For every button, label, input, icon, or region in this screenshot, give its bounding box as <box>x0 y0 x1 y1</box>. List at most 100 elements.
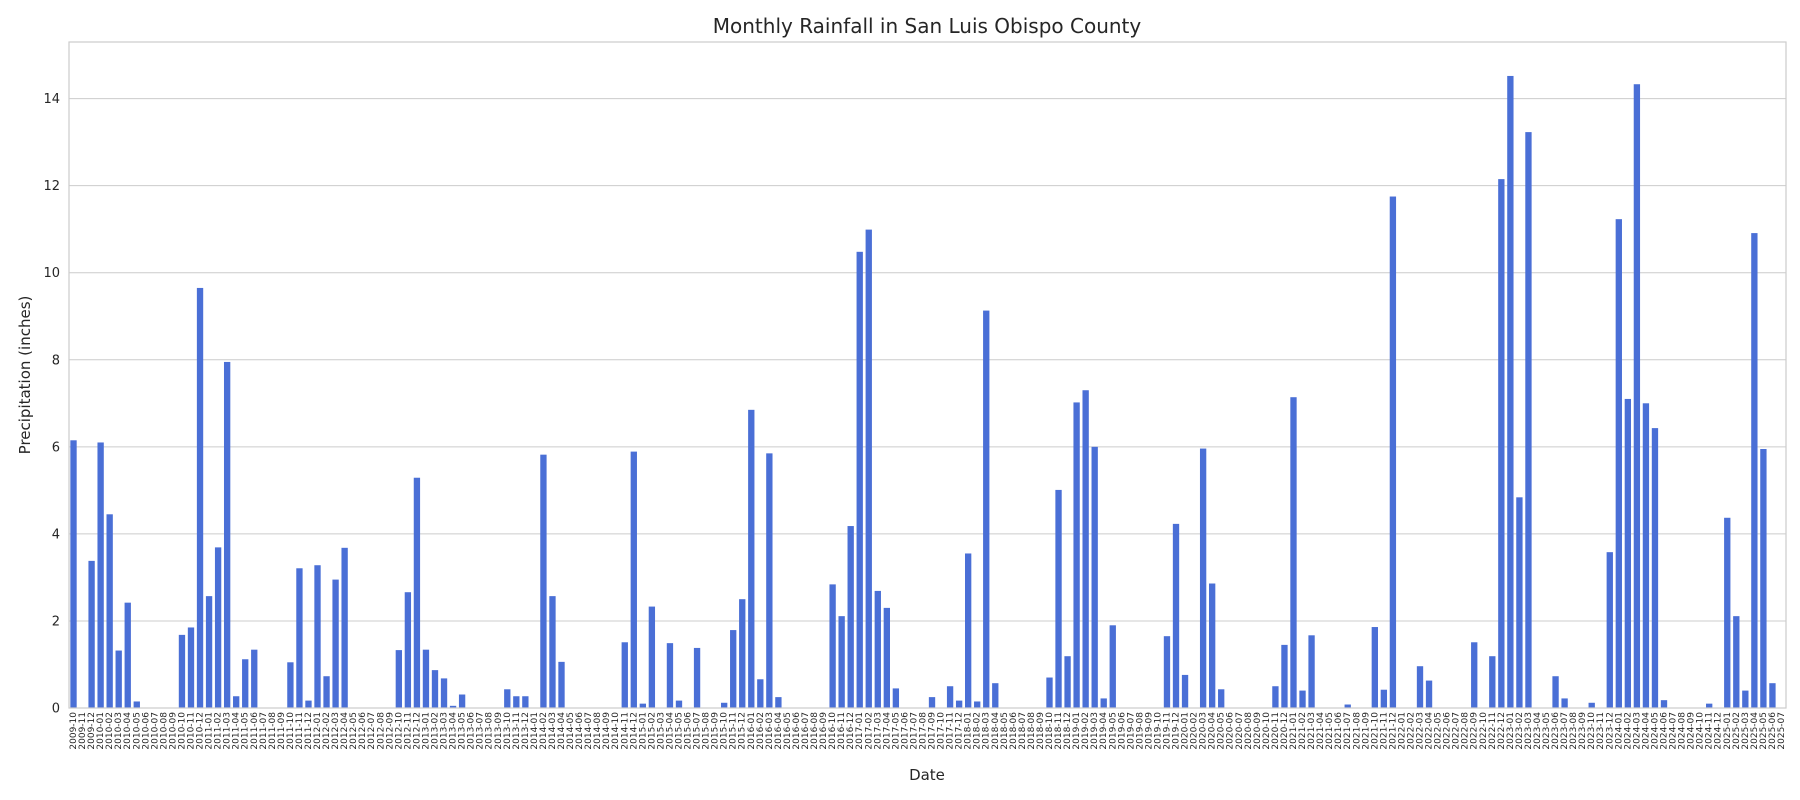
x-tick-label: 2019-11 <box>1162 712 1172 750</box>
x-tick-label: 2013-12 <box>521 712 531 750</box>
bar-2018-01 <box>965 553 972 708</box>
x-tick-label: 2017-12 <box>955 712 965 750</box>
x-tick-label: 2009-10 <box>69 712 79 750</box>
x-tick-label: 2020-04 <box>1208 712 1218 750</box>
bar-2018-12 <box>1064 656 1071 708</box>
x-tick-label: 2021-05 <box>1325 712 1335 750</box>
x-tick-label: 2025-04 <box>1750 712 1760 750</box>
x-tick-label: 2024-06 <box>1660 712 1670 750</box>
x-tick-label: 2018-10 <box>1045 712 1055 750</box>
y-tick-label: 4 <box>52 527 60 542</box>
bar-2015-05 <box>675 700 683 708</box>
x-tick-label: 2022-11 <box>1488 712 1498 750</box>
bar-2017-01 <box>856 251 863 708</box>
bar-2021-03 <box>1308 635 1315 708</box>
x-tick-label: 2014-01 <box>530 712 540 750</box>
x-tick-label: 2018-09 <box>1036 712 1046 750</box>
x-tick-label: 2015-09 <box>711 712 721 750</box>
x-tick-label: 2019-09 <box>1144 712 1154 750</box>
x-tick-label: 2012-10 <box>394 712 404 750</box>
bar-2019-02 <box>1082 390 1089 708</box>
x-tick-label: 2025-01 <box>1723 712 1733 750</box>
x-tick-label: 2014-06 <box>575 712 585 750</box>
x-tick-label: 2019-03 <box>1090 712 1100 750</box>
x-tick-label: 2015-12 <box>738 712 748 750</box>
x-tick-label: 2019-02 <box>1081 712 1091 750</box>
x-tick-label: 2015-10 <box>720 712 730 750</box>
x-tick-label: 2025-03 <box>1741 712 1751 750</box>
x-tick-label: 2015-03 <box>656 712 666 750</box>
y-tick-label: 0 <box>52 702 60 717</box>
bar-2021-11 <box>1380 689 1388 708</box>
x-tick-label: 2020-01 <box>1181 712 1191 750</box>
x-tick-label: 2018-08 <box>1027 712 1037 750</box>
x-tick-label: 2013-09 <box>494 712 504 750</box>
y-tick-labels: 0 2 4 6 8 10 12 14 <box>43 92 60 716</box>
bar-2018-02 <box>974 701 981 708</box>
x-tick-label: 2014-05 <box>566 712 576 750</box>
x-tick-label: 2014-09 <box>602 712 612 750</box>
bar-2015-02 <box>648 606 656 708</box>
x-tick-label: 2011-03 <box>223 712 233 750</box>
x-tick-label: 2016-02 <box>756 712 766 750</box>
bar-2010-10 <box>178 634 186 708</box>
x-tick-label: 2011-01 <box>205 712 215 750</box>
bar-2011-05 <box>242 659 249 708</box>
x-tick-label: 2014-12 <box>629 712 639 750</box>
bar-2015-01 <box>639 703 647 708</box>
x-tick-label: 2013-03 <box>440 712 450 750</box>
x-tick-label: 2022-03 <box>1416 712 1426 750</box>
x-tick-label: 2024-03 <box>1632 712 1642 750</box>
x-tick-label: 2020-10 <box>1262 712 1272 750</box>
bar-2025-02 <box>1733 616 1740 708</box>
bar-2009-12 <box>88 560 95 708</box>
x-tick-label: 2024-05 <box>1650 712 1660 750</box>
x-tick-label: 2023-08 <box>1569 712 1579 750</box>
bar-2021-12 <box>1389 196 1397 708</box>
bar-2017-09 <box>928 697 936 708</box>
x-axis-label: Date <box>909 766 945 784</box>
bar-2014-04 <box>558 661 565 708</box>
bar-2011-01 <box>205 596 213 708</box>
bar-2010-05 <box>133 701 140 708</box>
x-tick-label: 2017-04 <box>882 712 892 750</box>
x-tick-labels: 2009-10 2009-11 2009-12 2010-01 2010-02 2010-… <box>69 712 1787 750</box>
x-tick-label: 2014-02 <box>539 712 549 750</box>
bar-2023-10 <box>1588 702 1595 708</box>
x-tick-label: 2010-07 <box>150 712 160 750</box>
x-tick-label: 2024-11 <box>1705 712 1715 750</box>
bar-2023-02 <box>1516 497 1523 708</box>
x-tick-label: 2024-01 <box>1614 712 1624 750</box>
bar-2013-02 <box>431 670 439 708</box>
bar-2019-03 <box>1091 446 1098 708</box>
bar-2020-04 <box>1208 583 1216 708</box>
bar-2023-12 <box>1606 552 1613 708</box>
x-tick-label: 2013-08 <box>485 712 495 750</box>
x-tick-label: 2016-05 <box>783 712 793 750</box>
x-tick-label: 2025-02 <box>1732 712 1742 750</box>
bar-2020-01 <box>1181 674 1189 708</box>
x-tick-label: 2024-04 <box>1641 712 1651 750</box>
x-tick-label: 2019-05 <box>1108 712 1118 750</box>
x-tick-label: 2020-11 <box>1271 712 1281 750</box>
x-tick-label: 2011-11 <box>295 712 305 750</box>
x-tick-label: 2011-06 <box>250 712 260 750</box>
bar-2024-05 <box>1651 428 1659 708</box>
bar-2021-01 <box>1290 397 1297 708</box>
bar-2015-04 <box>666 643 674 708</box>
x-tick-label: 2012-09 <box>385 712 395 750</box>
bar-2013-04 <box>449 705 457 708</box>
x-tick-label: 2013-01 <box>421 712 431 750</box>
bar-2020-03 <box>1199 448 1207 708</box>
bar-2014-03 <box>549 596 556 708</box>
y-tick-label: 6 <box>52 440 60 455</box>
bar-2015-07 <box>693 647 701 708</box>
x-tick-label: 2017-07 <box>909 712 919 750</box>
x-tick-label: 2018-02 <box>973 712 983 750</box>
bar-2010-11 <box>187 627 195 708</box>
x-tick-label: 2020-02 <box>1190 712 1200 750</box>
x-tick-label: 2010-02 <box>105 712 115 750</box>
x-tick-label: 2012-11 <box>403 712 413 750</box>
bar-2014-12 <box>630 451 637 708</box>
x-tick-label: 2020-12 <box>1280 712 1290 750</box>
